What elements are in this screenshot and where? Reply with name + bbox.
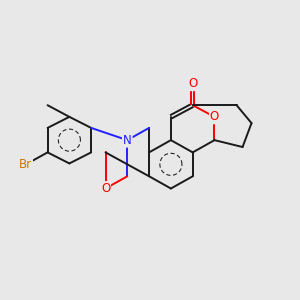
Text: Br: Br: [19, 158, 32, 171]
Text: O: O: [188, 77, 197, 90]
Text: O: O: [210, 110, 219, 123]
Text: O: O: [101, 182, 110, 195]
Text: N: N: [123, 134, 132, 147]
